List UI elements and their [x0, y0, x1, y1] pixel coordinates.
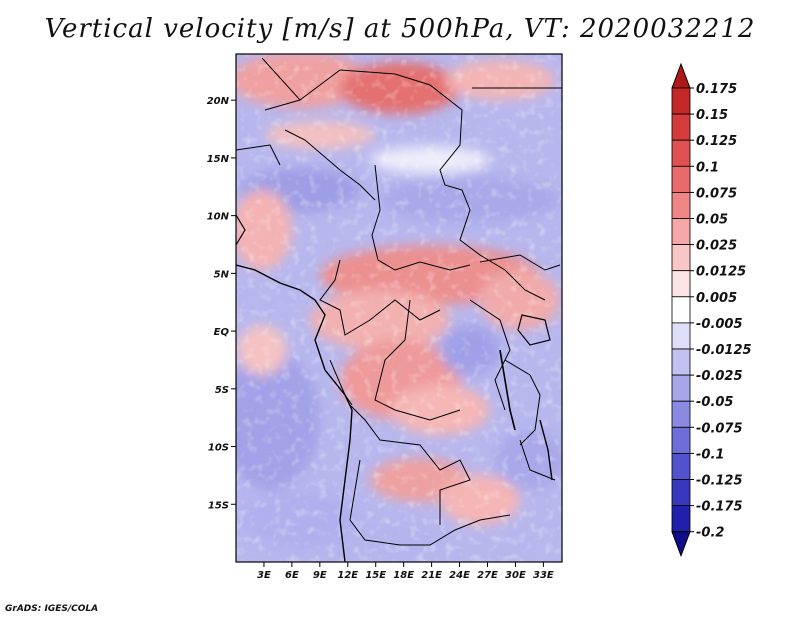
colorbar-level-label: -0.05 — [696, 395, 733, 410]
lon-tick-label: 3E — [257, 570, 271, 581]
colorbar-swatch — [671, 426, 691, 454]
lake-malawi — [539, 419, 553, 481]
colorbar-level-label: -0.025 — [696, 369, 743, 384]
colorbar-level-label: -0.005 — [696, 317, 743, 332]
colorbar-top-arrow — [671, 62, 691, 89]
colorbar-level-label: -0.1 — [696, 447, 724, 462]
lon-tick-label: 12E — [337, 570, 358, 581]
colorbar-swatch — [671, 139, 691, 167]
colorbar-level-label: -0.075 — [696, 421, 743, 436]
lake-tanganyika — [499, 349, 516, 431]
lake-victoria — [517, 314, 551, 346]
colorbar-swatch — [671, 322, 691, 350]
colorbar-swatch — [671, 374, 691, 402]
colorbar-swatch — [671, 505, 691, 533]
colorbar-level-label: -0.2 — [696, 526, 724, 541]
lon-tick-label: 33E — [533, 570, 554, 581]
colorbar-swatch — [671, 452, 691, 480]
chart-title: Vertical velocity [m/s] at 500hPa, VT: 2… — [44, 14, 756, 44]
latitude-ticks: 20N 15N 10N 5N EQ 5S 10S 15S — [207, 96, 236, 511]
colorbar-swatch — [671, 348, 691, 376]
grads-credit: GrADS: IGES/COLA — [5, 604, 99, 614]
colorbar-level-label: 0.005 — [696, 291, 737, 306]
lat-tick-label: 15N — [207, 154, 230, 165]
lon-tick-label: 15E — [365, 570, 386, 581]
colorbar-swatch — [671, 479, 691, 507]
colorbar-level-label: 0.05 — [696, 213, 728, 228]
lon-tick-label: 30E — [505, 570, 526, 581]
colorbar: 0.175 0.15 0.125 0.1 0.075 0.05 0.025 0.0125 0.0… — [671, 62, 752, 558]
colorbar-swatch — [671, 113, 691, 141]
colorbar-level-label: 0.175 — [696, 82, 737, 97]
colorbar-level-label: -0.0125 — [696, 343, 752, 358]
colorbar-swatch — [671, 87, 691, 115]
colorbar-swatch — [671, 270, 691, 298]
colorbar-level-label: 0.075 — [696, 186, 737, 201]
country-borders — [236, 57, 562, 546]
colorbar-level-label: -0.175 — [696, 500, 743, 515]
colorbar-swatch — [671, 244, 691, 272]
colorbar-level-label: 0.1 — [696, 160, 719, 175]
lon-tick-label: 6E — [285, 570, 299, 581]
colorbar-bottom-arrow — [671, 531, 691, 558]
colorbar-level-label: -0.125 — [696, 474, 743, 489]
colorbar-swatch — [671, 296, 691, 324]
lat-tick-label: 10N — [207, 212, 230, 223]
lat-tick-label: EQ — [214, 327, 230, 338]
lat-tick-label: 5N — [214, 269, 230, 280]
lon-tick-label: 18E — [393, 570, 414, 581]
lat-tick-label: 10S — [208, 443, 229, 454]
colorbar-swatch — [671, 191, 691, 219]
coastline — [236, 264, 353, 562]
lat-tick-label: 5S — [215, 385, 229, 396]
colorbar-swatch — [671, 400, 691, 428]
map-frame — [235, 53, 563, 563]
longitude-ticks: 3E 6E 9E 12E 15E 18E 21E 24E 27E 30E 33E — [257, 562, 554, 581]
lon-tick-label: 9E — [313, 570, 327, 581]
lon-tick-label: 21E — [421, 570, 442, 581]
field-texture — [236, 54, 562, 562]
lon-tick-label: 24E — [449, 570, 470, 581]
colorbar-level-label: 0.0125 — [696, 265, 746, 280]
colorbar-level-label: 0.125 — [696, 134, 737, 149]
colorbar-level-label: 0.025 — [696, 239, 737, 254]
lon-tick-label: 27E — [477, 570, 498, 581]
colorbar-swatch — [671, 165, 691, 193]
velocity-field — [236, 54, 562, 562]
coastline-west — [236, 214, 246, 246]
lat-tick-label: 15S — [208, 500, 229, 511]
colorbar-swatch — [671, 218, 691, 246]
colorbar-level-label: 0.15 — [696, 108, 728, 123]
lat-tick-label: 20N — [207, 96, 230, 107]
